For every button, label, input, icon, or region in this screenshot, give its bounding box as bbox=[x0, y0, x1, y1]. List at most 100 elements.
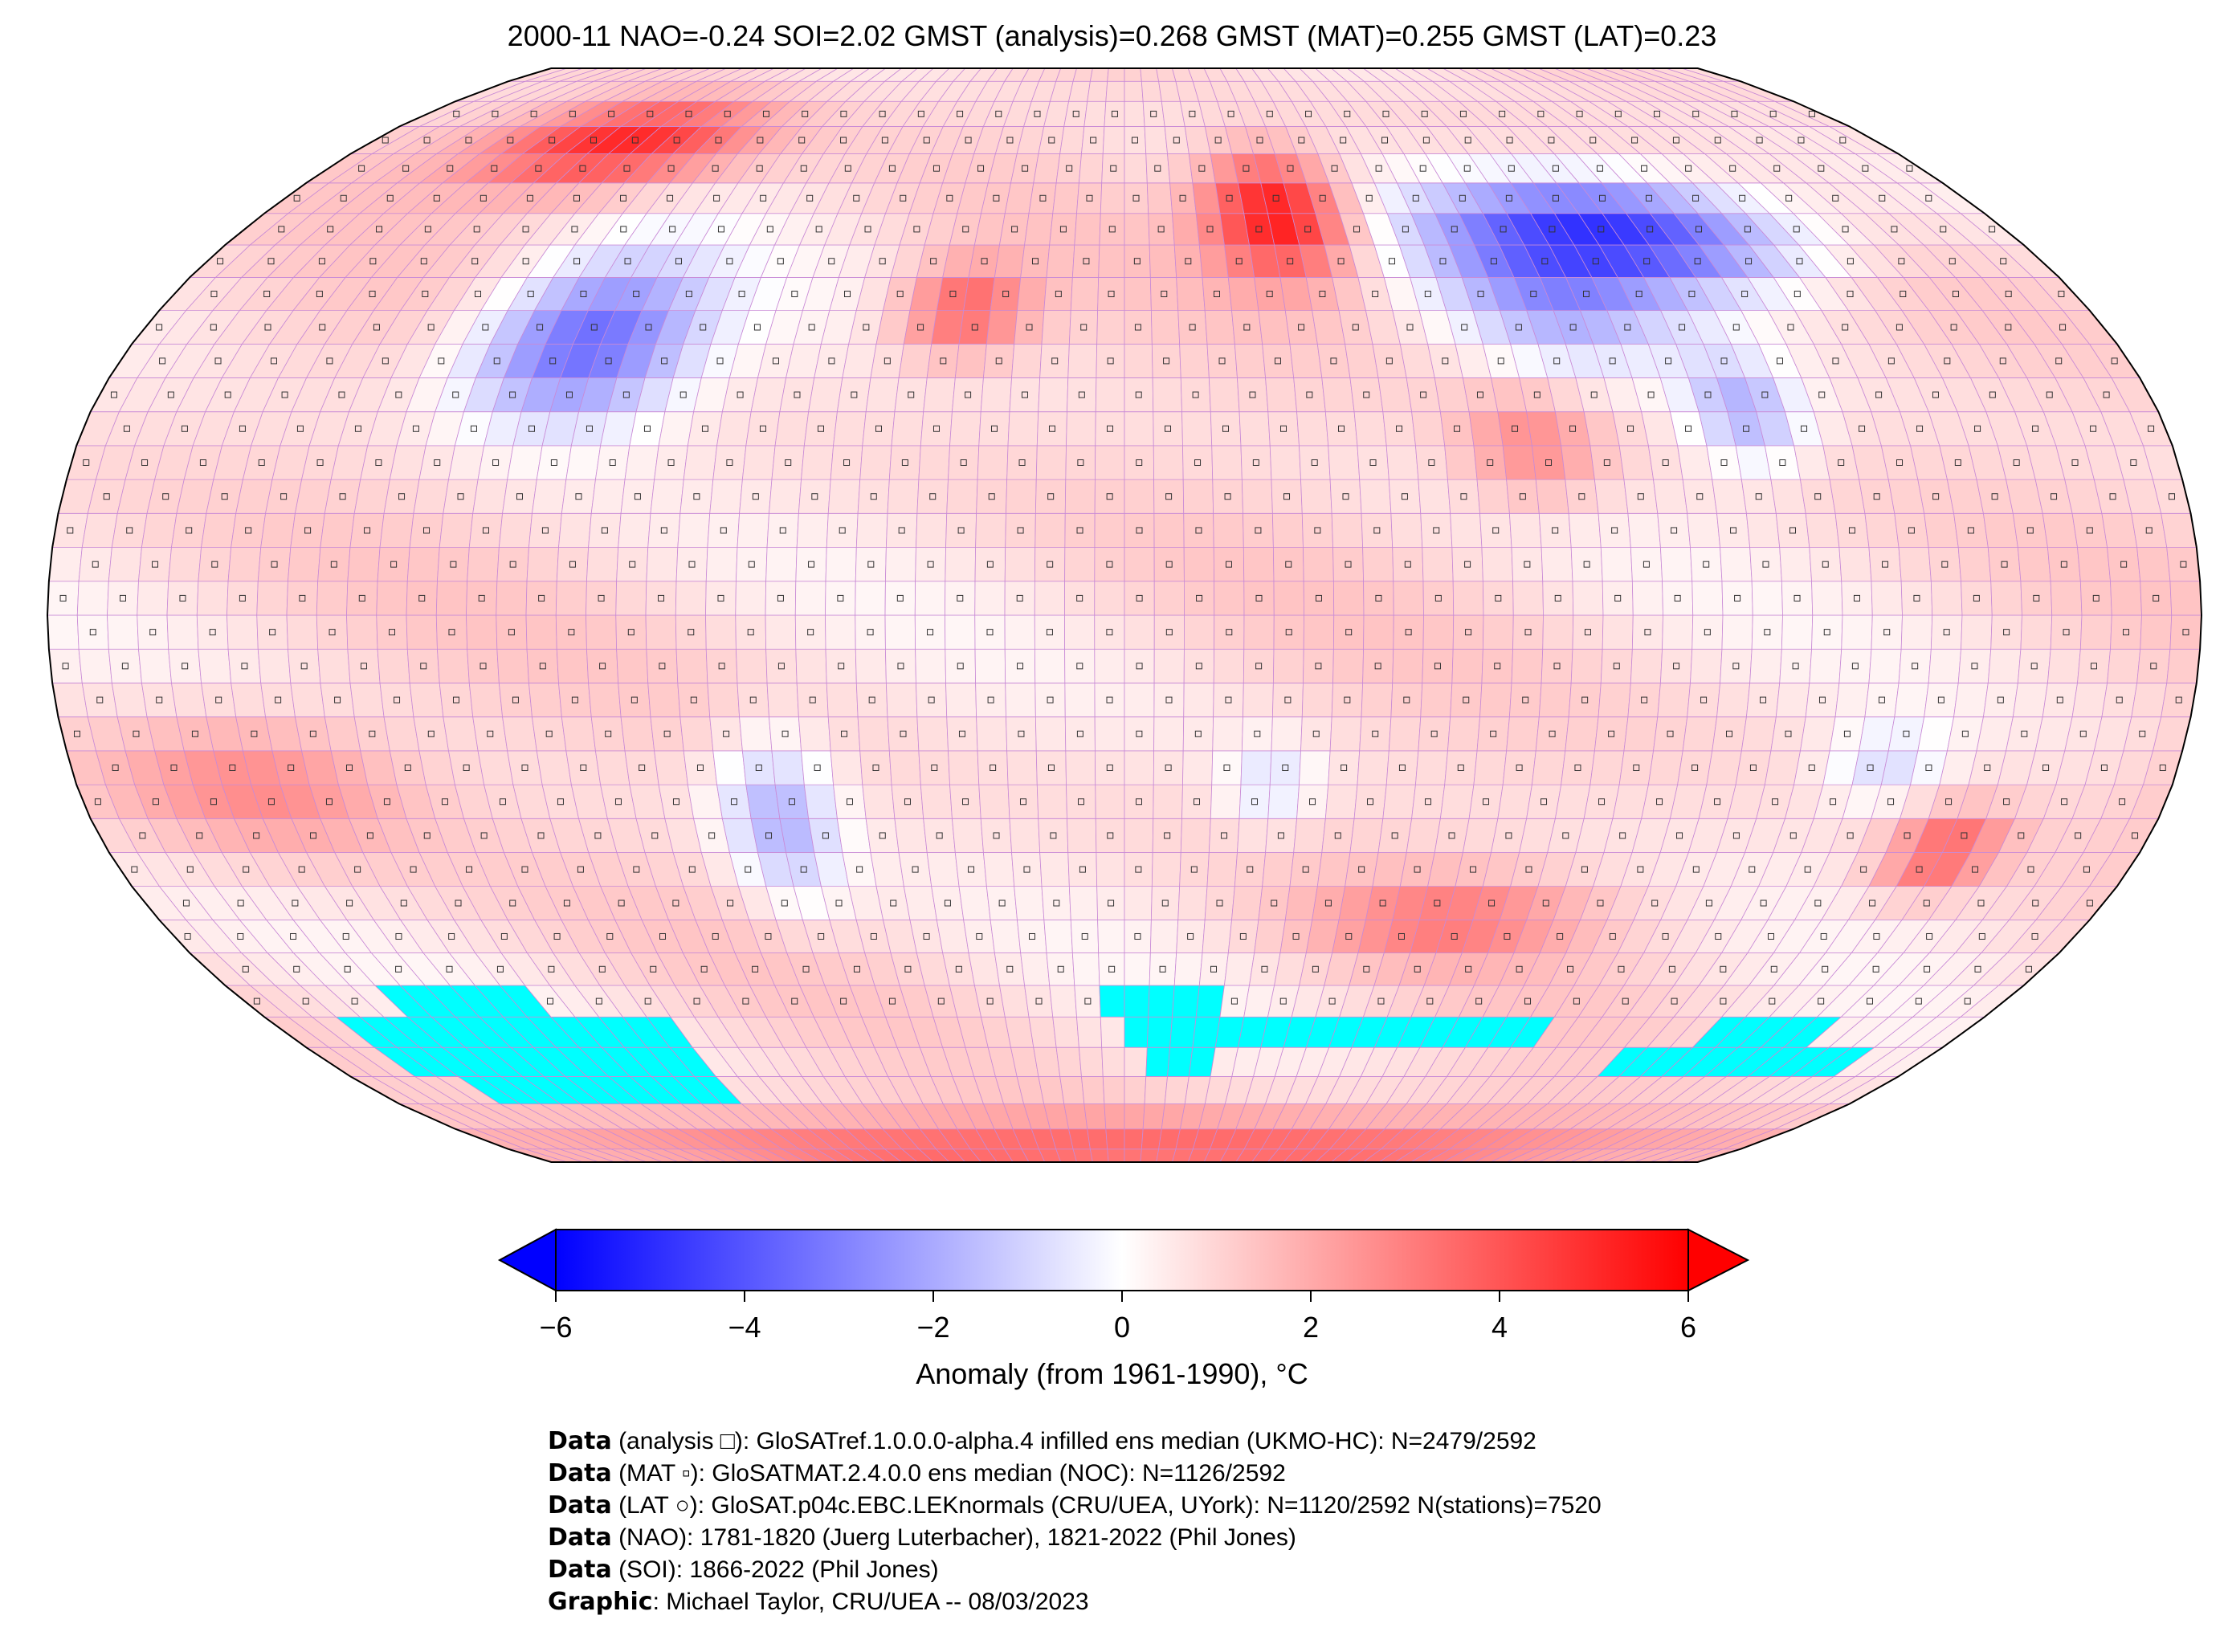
analysis-marker bbox=[521, 764, 528, 771]
grid-cell bbox=[526, 547, 559, 582]
analysis-marker bbox=[1842, 226, 1849, 233]
grid-cell bbox=[1473, 750, 1508, 785]
analysis-marker bbox=[215, 696, 222, 704]
grid-cell bbox=[1316, 852, 1351, 887]
credit-key: Data bbox=[548, 1556, 612, 1584]
analysis-marker bbox=[466, 866, 473, 873]
analysis-marker bbox=[1525, 866, 1532, 873]
analysis-marker bbox=[1705, 899, 1712, 907]
analysis-marker bbox=[1080, 324, 1088, 331]
grid-cell bbox=[1415, 750, 1448, 785]
analysis-marker bbox=[2150, 663, 2157, 670]
grid-cell bbox=[1107, 67, 1125, 82]
analysis-marker bbox=[1916, 866, 1923, 873]
grid-cell bbox=[1659, 547, 1693, 582]
analysis-marker bbox=[253, 997, 260, 1005]
grid-cell bbox=[108, 547, 142, 582]
analysis-marker bbox=[1883, 629, 1891, 636]
analysis-marker bbox=[1254, 730, 1261, 737]
analysis-marker bbox=[1887, 798, 1895, 806]
analysis-marker bbox=[837, 594, 844, 602]
analysis-marker bbox=[1741, 291, 1749, 298]
analysis-marker bbox=[1315, 663, 1322, 670]
analysis-marker bbox=[1952, 291, 1959, 298]
analysis-marker bbox=[1426, 997, 1434, 1005]
analysis-marker bbox=[1779, 459, 1786, 467]
analysis-marker bbox=[896, 291, 904, 298]
analysis-marker bbox=[1463, 165, 1471, 172]
analysis-marker bbox=[673, 137, 680, 144]
analysis-marker bbox=[241, 663, 248, 670]
grid-cell bbox=[1687, 512, 1721, 548]
grid-cell bbox=[737, 512, 769, 548]
grid-cell bbox=[675, 648, 708, 683]
analysis-marker bbox=[1136, 527, 1143, 534]
analysis-marker bbox=[1997, 696, 2004, 704]
analysis-marker bbox=[898, 527, 905, 534]
grid-cell bbox=[1144, 1076, 1168, 1104]
credit-line: Data (NAO): 1781-1820 (Juerg Luterbacher… bbox=[548, 1522, 1602, 1554]
analysis-marker bbox=[688, 561, 696, 568]
grid-cell bbox=[945, 614, 976, 650]
analysis-marker bbox=[1574, 764, 1581, 771]
analysis-marker bbox=[2046, 391, 2053, 398]
analysis-marker bbox=[1925, 764, 1932, 771]
grid-cell bbox=[1332, 581, 1365, 616]
analysis-marker bbox=[693, 493, 700, 500]
analysis-marker bbox=[239, 425, 246, 432]
analysis-marker bbox=[949, 291, 957, 298]
grid-cell bbox=[1262, 852, 1295, 887]
grid-cell bbox=[2012, 683, 2048, 718]
analysis-marker bbox=[1086, 194, 1093, 202]
grid-cell bbox=[1142, 1103, 1165, 1130]
grid-cell bbox=[288, 547, 321, 582]
grid-cell bbox=[347, 547, 381, 582]
analysis-marker bbox=[1391, 832, 1398, 839]
grid-cell bbox=[1146, 182, 1173, 214]
analysis-marker bbox=[1425, 798, 1432, 806]
analysis-marker bbox=[1685, 425, 1692, 432]
analysis-marker bbox=[522, 226, 529, 233]
analysis-marker bbox=[1504, 932, 1511, 940]
grid-cell bbox=[1269, 445, 1301, 480]
grid-cell bbox=[1067, 343, 1098, 378]
analysis-marker bbox=[2086, 527, 2093, 534]
grid-cell bbox=[618, 512, 651, 548]
analysis-marker bbox=[1198, 165, 1206, 172]
grid-cell bbox=[1078, 153, 1104, 184]
analysis-marker bbox=[1726, 730, 1733, 737]
analysis-marker bbox=[1875, 391, 1883, 398]
grid-cell bbox=[78, 648, 112, 683]
analysis-marker bbox=[1730, 527, 1737, 534]
grid-cell bbox=[1124, 411, 1154, 447]
analysis-marker bbox=[569, 110, 576, 117]
grid-cell bbox=[47, 614, 80, 650]
analysis-marker bbox=[1189, 110, 1196, 117]
grid-cell bbox=[931, 310, 965, 345]
analysis-marker bbox=[1461, 324, 1468, 331]
grid-cell bbox=[443, 716, 479, 752]
analysis-marker bbox=[629, 561, 636, 568]
analysis-marker bbox=[1111, 110, 1118, 117]
grid-cell bbox=[555, 581, 587, 616]
grid-cell bbox=[2110, 581, 2142, 616]
analysis-marker bbox=[2090, 663, 2097, 670]
grid-cell bbox=[1990, 581, 2022, 616]
grid-cell bbox=[1623, 716, 1659, 752]
analysis-marker bbox=[541, 527, 549, 534]
grid-cell bbox=[2140, 614, 2173, 650]
grid-cell bbox=[531, 479, 567, 514]
analysis-marker bbox=[995, 357, 1002, 365]
analysis-marker bbox=[1433, 527, 1440, 534]
analysis-marker bbox=[1051, 357, 1059, 365]
grid-cell bbox=[1630, 648, 1663, 683]
analysis-marker bbox=[595, 997, 602, 1005]
grid-cell bbox=[377, 648, 410, 683]
grid-cell bbox=[885, 547, 916, 582]
analysis-marker bbox=[1304, 226, 1312, 233]
grid-cell bbox=[1811, 581, 1843, 616]
analysis-marker bbox=[605, 730, 612, 737]
analysis-marker bbox=[1235, 258, 1243, 265]
analysis-marker bbox=[1341, 764, 1348, 771]
analysis-marker bbox=[1760, 899, 1767, 907]
